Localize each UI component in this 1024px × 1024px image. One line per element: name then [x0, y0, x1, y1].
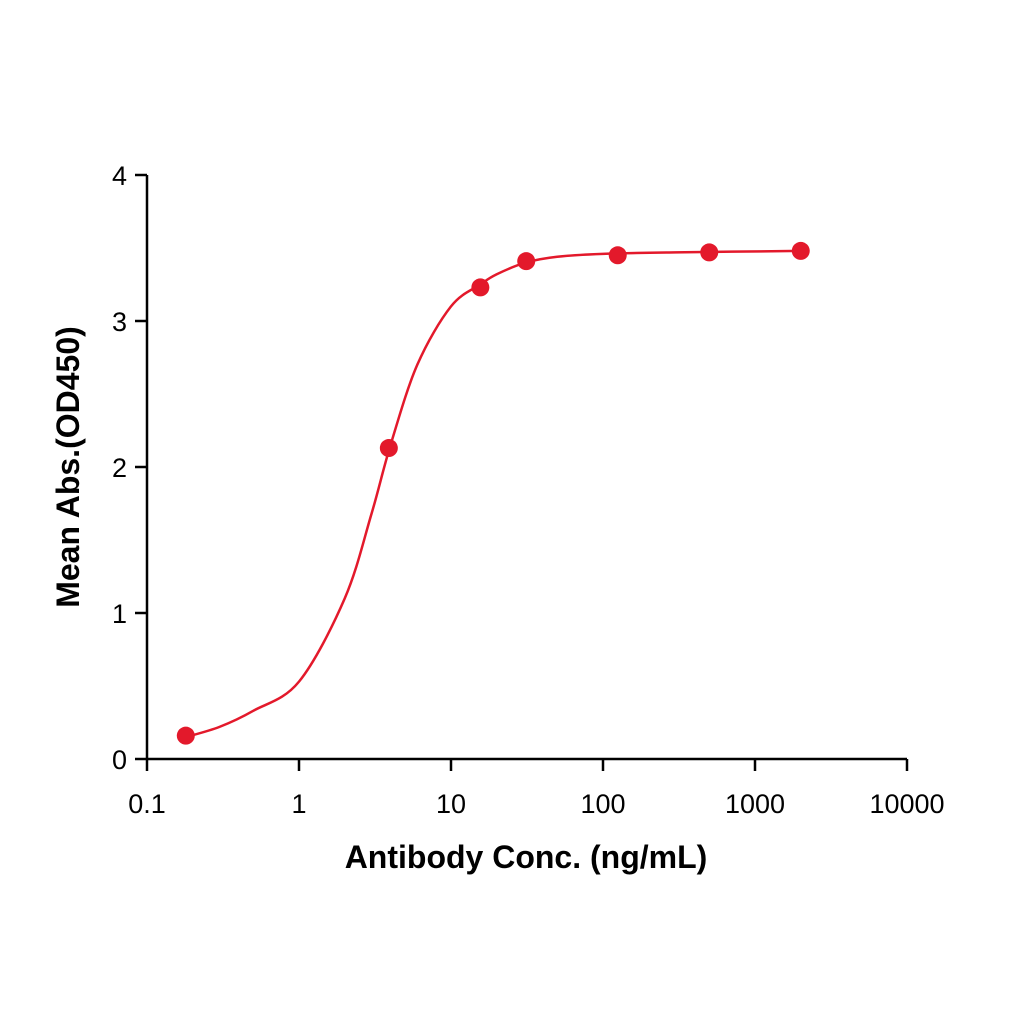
- data-point: [471, 278, 490, 297]
- data-point: [791, 241, 810, 260]
- x-axis-title: Antibody Conc. (ng/mL): [345, 839, 708, 875]
- y-axis-title: Mean Abs.(OD450): [50, 326, 86, 608]
- x-tick-label: 10: [436, 789, 466, 819]
- x-tick-label: 100: [580, 789, 625, 819]
- data-point: [379, 439, 398, 458]
- data-point: [517, 252, 536, 271]
- y-tick-label: 1: [112, 599, 127, 629]
- x-tick-label: 10000: [869, 789, 944, 819]
- data-point: [608, 246, 627, 265]
- x-tick-label: 1: [291, 789, 306, 819]
- fit-curve: [185, 249, 801, 739]
- y-tick-label: 2: [112, 453, 127, 483]
- x-tick-label: 0.1: [128, 789, 166, 819]
- data-point: [176, 726, 195, 745]
- y-tick-label: 3: [112, 307, 127, 337]
- x-tick-label: 1000: [725, 789, 785, 819]
- y-tick-label: 0: [112, 745, 127, 775]
- data-point: [700, 243, 719, 262]
- y-tick-label: 4: [112, 161, 127, 191]
